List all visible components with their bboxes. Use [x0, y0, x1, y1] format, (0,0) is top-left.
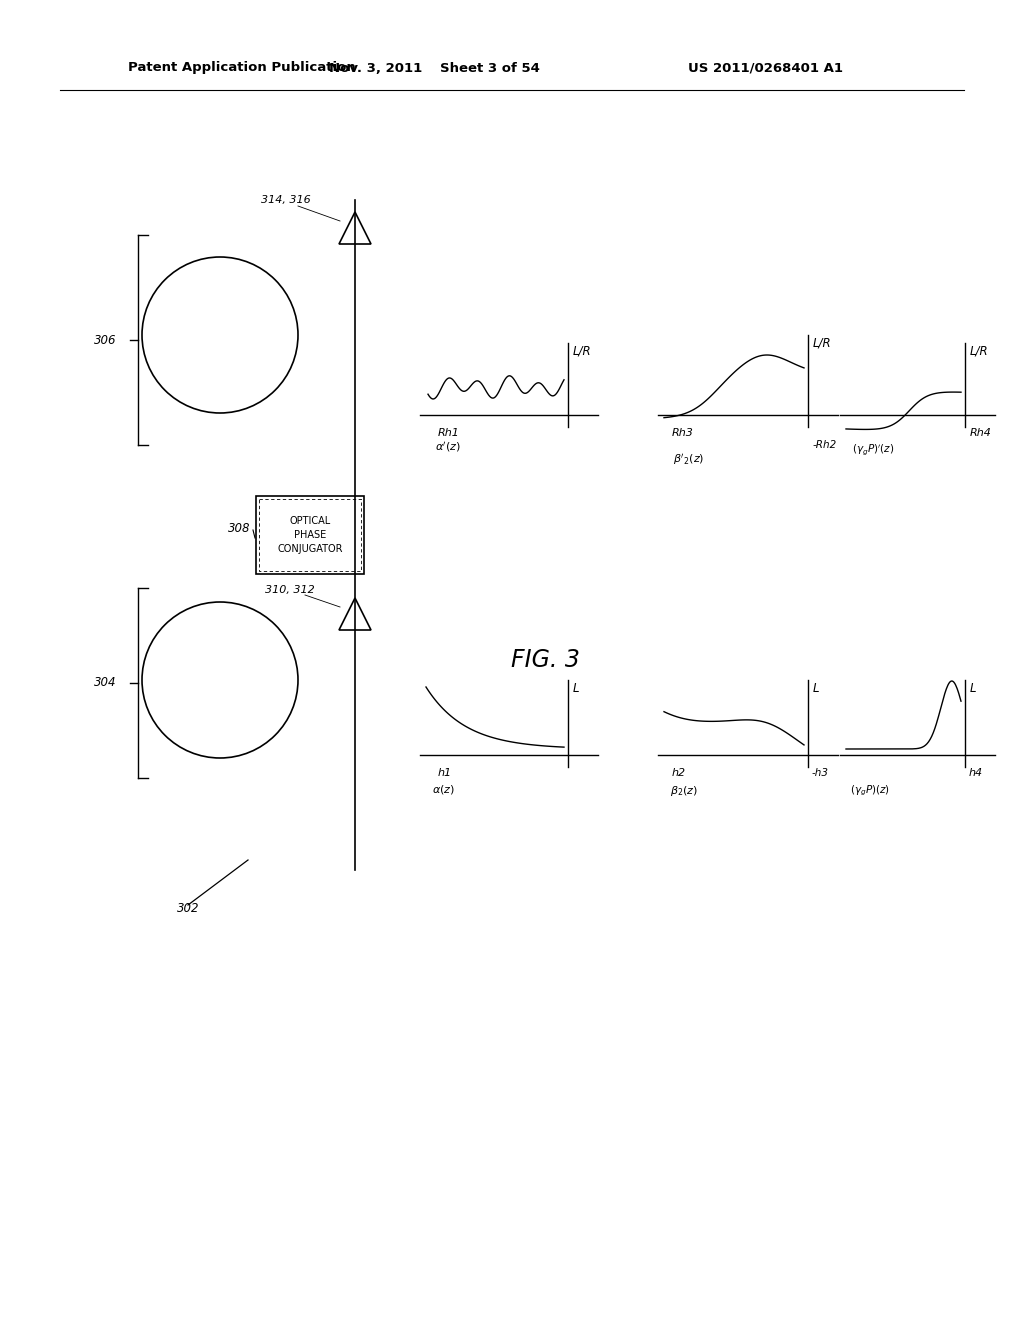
Text: OPTICAL: OPTICAL [290, 516, 331, 525]
Text: Patent Application Publication: Patent Application Publication [128, 62, 355, 74]
Text: Rh4: Rh4 [970, 428, 992, 438]
Text: US 2011/0268401 A1: US 2011/0268401 A1 [688, 62, 843, 74]
Text: Sheet 3 of 54: Sheet 3 of 54 [440, 62, 540, 74]
Text: h2: h2 [672, 768, 686, 777]
Text: L: L [813, 681, 819, 694]
Text: $\alpha(z)$: $\alpha(z)$ [432, 783, 455, 796]
Text: $\alpha'(z)$: $\alpha'(z)$ [435, 440, 461, 454]
Bar [256, 496, 364, 574]
Text: h1: h1 [438, 768, 453, 777]
Text: 304: 304 [93, 676, 116, 689]
Text: L/R: L/R [813, 337, 831, 350]
Text: Rh1: Rh1 [438, 428, 460, 438]
Text: Rh3: Rh3 [672, 428, 694, 438]
Bar [259, 499, 361, 572]
Text: 306: 306 [93, 334, 116, 346]
Text: 314, 316: 314, 316 [261, 195, 311, 205]
Text: CONJUGATOR: CONJUGATOR [278, 544, 343, 554]
Text: PHASE: PHASE [294, 531, 326, 540]
Text: $(\gamma_g P)'(z)$: $(\gamma_g P)'(z)$ [852, 442, 894, 458]
Text: $\beta_2(z)$: $\beta_2(z)$ [670, 784, 698, 799]
Text: 302: 302 [177, 902, 200, 915]
Text: -Rh2: -Rh2 [813, 440, 838, 450]
Text: Nov. 3, 2011: Nov. 3, 2011 [330, 62, 423, 74]
Text: h4: h4 [969, 768, 983, 777]
Text: L: L [573, 681, 580, 694]
Text: L/R: L/R [573, 345, 592, 358]
Text: L/R: L/R [970, 345, 988, 358]
Text: 310, 312: 310, 312 [265, 585, 314, 595]
Text: L: L [970, 681, 977, 694]
Text: $\beta'_2(z)$: $\beta'_2(z)$ [673, 451, 705, 466]
Text: $(\gamma_g P)(z)$: $(\gamma_g P)(z)$ [850, 784, 890, 799]
Text: FIG. 3: FIG. 3 [511, 648, 580, 672]
Text: -h3: -h3 [812, 768, 829, 777]
Text: 308: 308 [227, 521, 250, 535]
